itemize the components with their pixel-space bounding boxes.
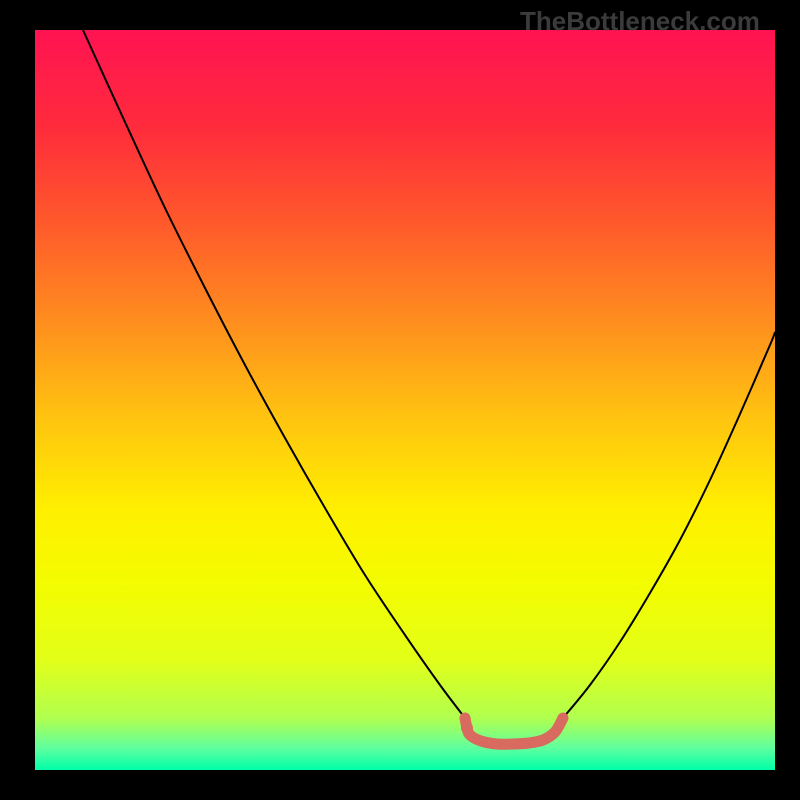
attribution-text: TheBottleneck.com	[520, 6, 760, 37]
trough-marker	[461, 722, 473, 734]
right-curve-path	[563, 332, 775, 718]
left-curve-path	[83, 30, 465, 718]
plot-area	[35, 30, 775, 770]
curve-layer	[35, 30, 775, 770]
trough-path	[465, 718, 563, 744]
chart-container: TheBottleneck.com	[0, 0, 800, 800]
